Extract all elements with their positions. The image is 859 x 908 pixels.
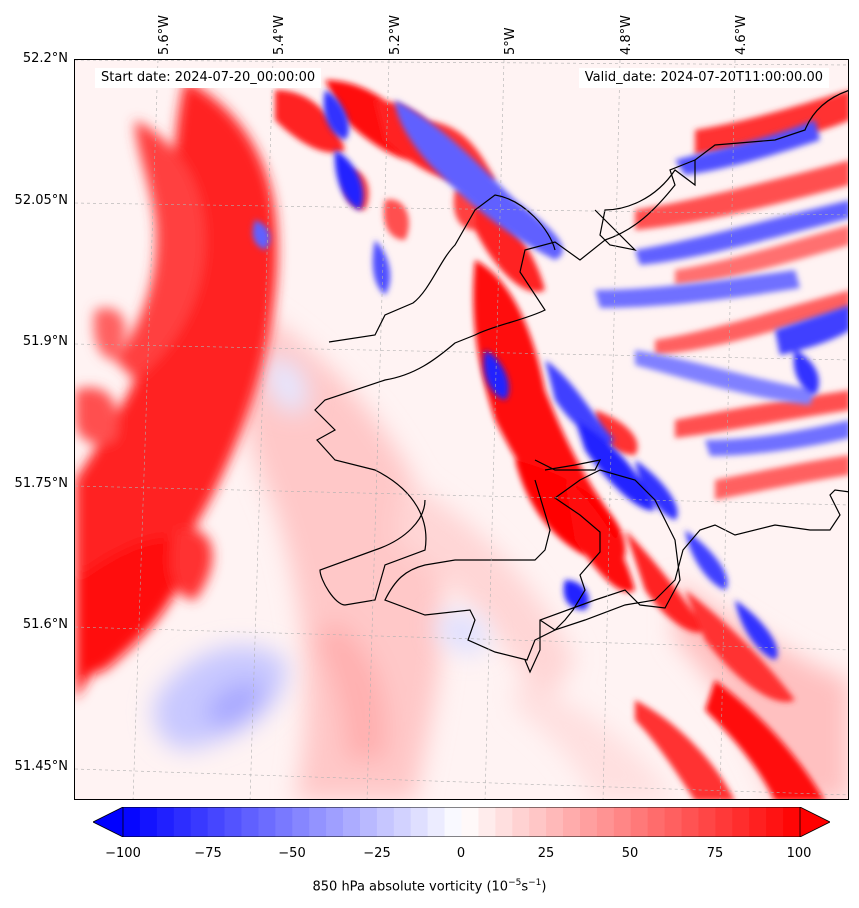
strong-positive-central-band (473, 260, 824, 799)
colorbar-cell (546, 807, 564, 837)
colorbar-tick: −75 (194, 846, 222, 861)
lon-label-4-6w: 4.6°W (734, 14, 749, 55)
lon-label-5w: 5°W (503, 27, 518, 55)
colorbar-label: 850 hPa absolute vorticity (10−5s−1) (312, 878, 547, 895)
colorbar-cell (309, 807, 327, 837)
colorbar-cell (563, 807, 581, 837)
valid-date-label: Valid_date: 2024-07-20T11:00:00.00 (578, 68, 829, 88)
lon-label-5-6w: 5.6°W (157, 14, 172, 55)
lat-label-52-05n: 52.05°N (14, 193, 68, 208)
colorbar-cell (326, 807, 344, 837)
colorbar-cell (664, 807, 683, 837)
colorbar-cell (207, 807, 226, 837)
colorbar-cell (495, 807, 513, 837)
strong-positive-west-band (75, 80, 278, 700)
colorbar-cell (359, 807, 378, 837)
colorbar-outline (122, 807, 801, 837)
colorbar-min-extend (93, 807, 123, 837)
colorbar-cell (393, 807, 412, 837)
strong-negative-bands (252, 90, 848, 660)
lon-label-5-2w: 5.2°W (388, 14, 403, 55)
colorbar-cell (647, 807, 666, 837)
colorbar-cell (292, 807, 310, 837)
colorbar-cell (579, 807, 598, 837)
lat-label-51-75n: 51.75°N (14, 476, 68, 491)
colorbar-cell (224, 807, 243, 837)
colorbar-cell (783, 807, 801, 837)
colorbar-cell (444, 807, 463, 837)
colorbar-cell (123, 807, 141, 837)
colorbar-cell (241, 807, 260, 837)
colorbar-cell (630, 807, 649, 837)
colorbar-cell (139, 807, 158, 837)
colorbar-cell (596, 807, 615, 837)
colorbar-cell (343, 807, 361, 837)
colorbar-cell (749, 807, 767, 837)
colorbar-cell (258, 807, 276, 837)
colorbar-tick: −50 (278, 846, 306, 861)
vorticity-map (74, 59, 849, 800)
colorbar-cell (613, 807, 632, 837)
colorbar-tick: 0 (456, 846, 466, 861)
colorbar-cell (427, 807, 446, 837)
colorbar-tick: 100 (786, 846, 812, 861)
colorbar-tick: −100 (105, 846, 141, 861)
colorbar-tick: 25 (537, 846, 555, 861)
colorbar-cell (681, 807, 700, 837)
colorbar-cell (190, 807, 209, 837)
lon-label-4-8w: 4.8°W (619, 14, 634, 55)
colorbar-cell (410, 807, 429, 837)
colorbar-tick: −25 (363, 846, 391, 861)
colorbar-cell (698, 807, 716, 837)
colorbar-cell (732, 807, 750, 837)
colorbar-cell (275, 807, 293, 837)
colorbar-cell (478, 807, 496, 837)
colorbar-cell (461, 807, 480, 837)
lat-label-51-45n: 51.45°N (14, 759, 68, 774)
lat-label-52-2n: 52.2°N (22, 51, 68, 66)
vorticity-field (75, 60, 848, 799)
lon-label-5-4w: 5.4°W (272, 14, 287, 55)
colorbar-cell (529, 807, 547, 837)
lat-label-51-6n: 51.6°N (22, 617, 68, 632)
colorbar-cell (156, 807, 175, 837)
colorbar-tick: 75 (706, 846, 724, 861)
start-date-label: Start date: 2024-07-20_00:00:00 (95, 68, 322, 88)
colorbar-cell (715, 807, 733, 837)
colorbar-cell (173, 807, 192, 837)
colorbar-tick: 50 (621, 846, 639, 861)
colorbar (93, 807, 830, 837)
coastline (314, 90, 848, 674)
lat-label-51-9n: 51.9°N (22, 334, 68, 349)
colorbar-cell (512, 807, 530, 837)
colorbar-cell (376, 807, 395, 837)
colorbar-max-extend (800, 807, 830, 837)
colorbar-cell (766, 807, 784, 837)
